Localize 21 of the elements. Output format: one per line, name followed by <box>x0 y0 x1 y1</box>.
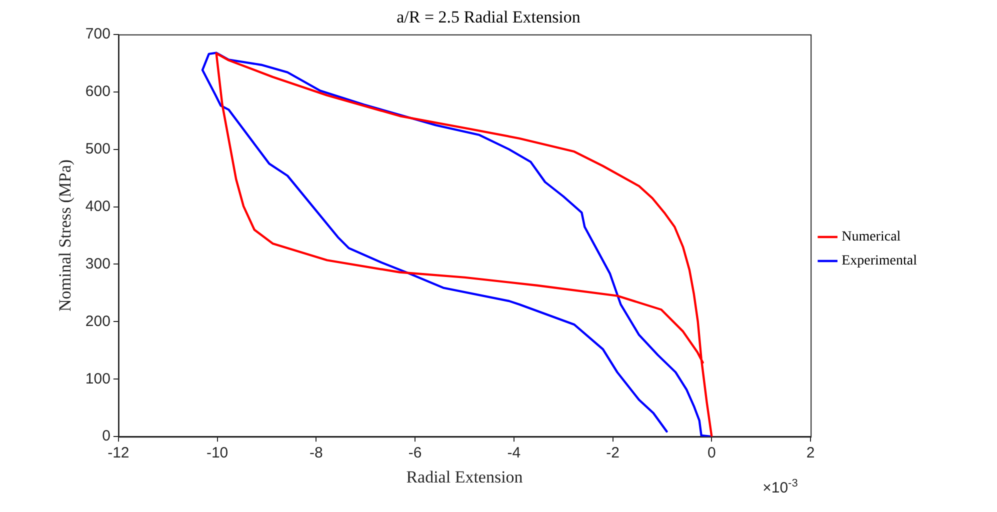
x-tick-label: -2 <box>606 444 620 462</box>
x-tick-label: -10 <box>206 444 228 462</box>
x-axis-title: Radial Extension <box>406 467 524 486</box>
x-tick-label: -6 <box>408 444 422 462</box>
y-tick-label: 500 <box>85 140 110 158</box>
x-tick-label: -12 <box>108 444 130 462</box>
y-tick-label: 400 <box>85 198 110 215</box>
legend-label: Numerical <box>842 230 901 245</box>
x-tick-label: 0 <box>708 444 716 462</box>
x-tick-label: 2 <box>806 444 815 462</box>
y-tick-label: 600 <box>85 83 110 100</box>
y-tick-label: 700 <box>85 26 110 43</box>
x-tick-label: -8 <box>310 444 323 462</box>
chart-title: a/R = 2.5 Radial Extension <box>396 8 581 27</box>
y-tick-label: 200 <box>85 312 110 330</box>
legend-label: Experimental <box>842 254 918 269</box>
y-axis-title: Nominal Stress (MPa) <box>56 159 75 312</box>
x-tick-label: -4 <box>507 444 521 462</box>
y-tick-label: 300 <box>85 255 110 272</box>
y-tick-label: 0 <box>102 428 110 445</box>
y-tick-label: 100 <box>85 370 110 388</box>
